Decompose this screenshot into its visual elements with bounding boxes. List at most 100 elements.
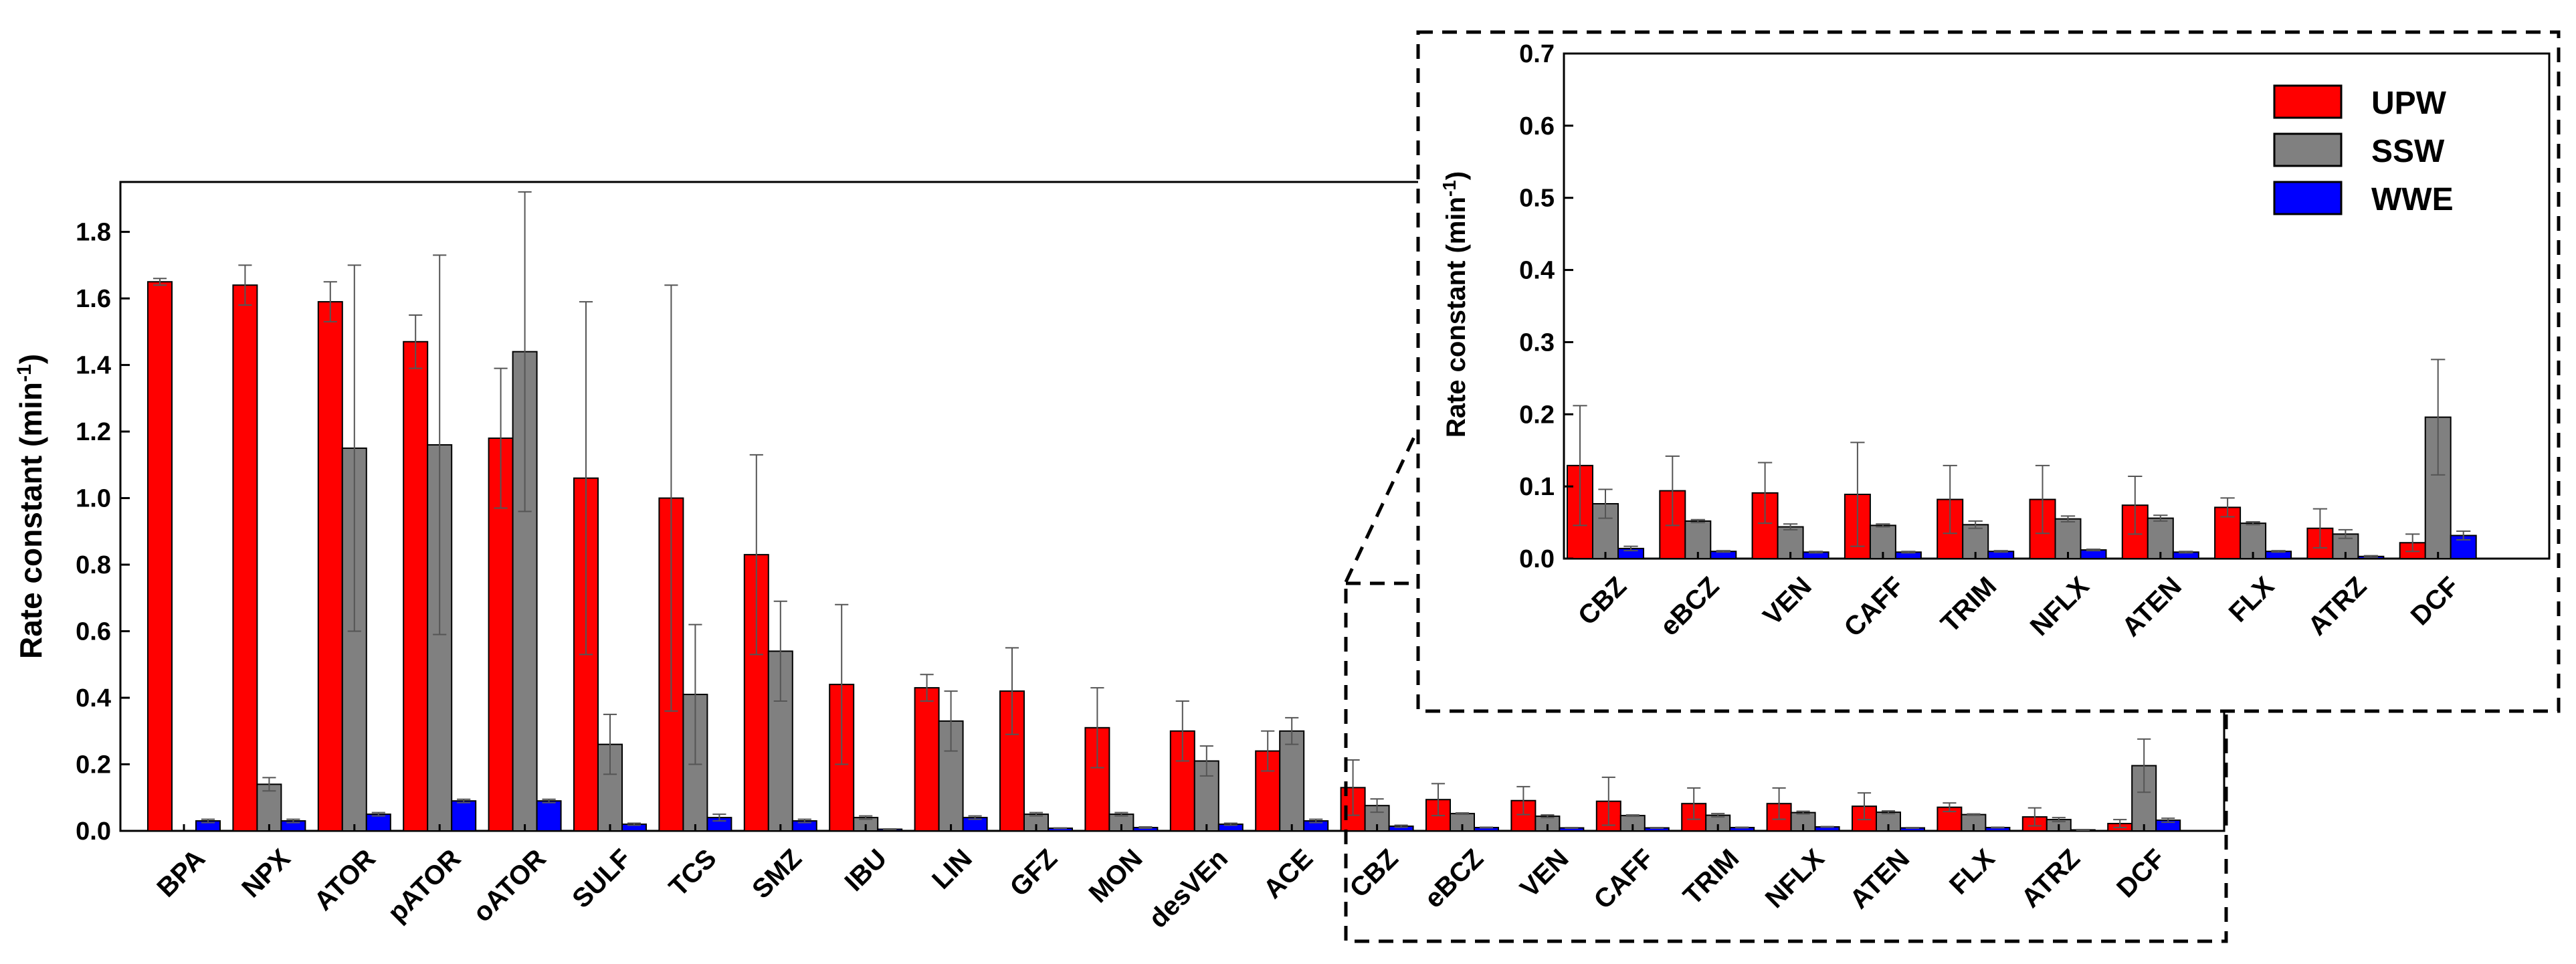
inset-panel <box>1416 30 2561 713</box>
inset-errorbar-ssw-flx <box>2246 520 2260 526</box>
inset-errorbar-upw-ven <box>1757 462 1773 524</box>
main-bar-wwe-oator <box>536 800 562 832</box>
main-errorbar-wwe-pator <box>457 798 471 803</box>
main-xtick-label-caff: CAFF <box>1588 844 1660 915</box>
legend: UPW SSW WWE <box>2273 84 2454 217</box>
main-ytick-label: 0.2 <box>76 751 111 779</box>
main-ytick-label: 0.4 <box>76 684 111 712</box>
inset-errorbar-wwe-ven <box>1808 551 1823 554</box>
inset-errorbar-upw-flx <box>2220 497 2235 518</box>
main-errorbar-upw-mon <box>1090 687 1104 769</box>
main-errorbar-upw-desven <box>1175 700 1189 762</box>
main-errorbar-ssw-flx <box>1967 813 1981 816</box>
main-errorbar-wwe-ator <box>371 811 385 817</box>
main-errorbar-wwe-desven <box>1223 822 1237 826</box>
main-errorbar-ssw-ven <box>1541 814 1555 819</box>
main-xtick-label-npx: NPX <box>236 844 296 903</box>
main-errorbar-ssw-ibu <box>859 815 873 820</box>
main-errorbar-ssw-oator <box>518 191 532 512</box>
main-xtick-label-aten: ATEN <box>1844 844 1915 914</box>
inset-errorbar-ssw-nflx <box>2060 515 2076 522</box>
main-ytick-label: 0.8 <box>76 551 111 579</box>
main-x-axis: BPA NPX ATOR pATOR oATOR SULF TCS SMZ IBU LIN GFZ M… <box>151 824 2171 934</box>
legend-item-upw: UPW <box>2273 84 2447 121</box>
inset-errorbar-upw-atrz <box>2312 508 2328 549</box>
main-errorbar-ssw-desven <box>1199 745 1213 777</box>
main-errorbar-upw-oator <box>494 367 508 509</box>
main-xtick-label-dcf: DCF <box>2111 844 2171 903</box>
inset-errorbar-wwe-nflx <box>2086 548 2101 552</box>
inset-errorbar-upw-cbz <box>1573 405 1587 526</box>
main-errorbar-ssw-sulf <box>603 713 617 775</box>
inset-errorbar-wwe-ebcz <box>1716 550 1730 553</box>
main-xtick-label-bpa: BPA <box>151 844 211 903</box>
main-errorbar-ssw-ebcz <box>1455 812 1470 815</box>
inset-y-axis-label: Rate constant (min-1) <box>1439 171 1471 438</box>
main-errorbar-ssw-trim <box>1711 813 1725 818</box>
main-xtick-label-atrz: ATRZ <box>2016 844 2086 913</box>
inset-errorbar-ssw-ebcz <box>1690 518 1705 524</box>
main-errorbar-wwe-gfz <box>1053 827 1068 830</box>
main-bar-wwe-ator <box>365 813 391 832</box>
inset-errorbar-upw-dcf <box>2405 533 2420 553</box>
legend-swatch-ssw <box>2273 132 2343 167</box>
inset-errorbar-ssw-cbz <box>1598 488 1613 519</box>
inset-bars <box>1567 359 2477 560</box>
main-errorbar-upw-trim <box>1687 787 1701 820</box>
legend-label-upw: UPW <box>2371 86 2447 121</box>
main-errorbar-ssw-pator <box>433 254 447 636</box>
inset-errorbar-ssw-ven <box>1783 523 1798 531</box>
inset-errorbar-ssw-trim <box>1968 520 1983 529</box>
main-bar-upw-lin <box>914 687 940 832</box>
inset-errorbar-ssw-atrz <box>2338 528 2353 539</box>
main-xtick-label-gfz: GFZ <box>1004 844 1063 902</box>
main-errorbar-ssw-ace <box>1285 716 1299 745</box>
main-errorbar-upw-tcs <box>664 284 678 712</box>
main-xtick-label-nflx: NFLX <box>1760 844 1830 914</box>
main-errorbar-upw-nflx <box>1772 787 1786 820</box>
legend-swatch-upw <box>2273 84 2343 119</box>
main-errorbar-upw-caff <box>1601 776 1615 826</box>
main-errorbar-ssw-smz <box>773 600 787 702</box>
inset-ytick-label: 0.3 <box>1519 328 1555 357</box>
main-errorbar-upw-npx <box>238 264 252 306</box>
inset-y-axis: 0.0 0.1 0.2 0.3 0.4 0.5 0.6 0.7 <box>1519 40 1573 573</box>
main-errorbar-upw-ibu <box>835 603 849 765</box>
main-bar-upw-mon <box>1084 727 1110 832</box>
inset-errorbar-wwe-aten <box>2179 551 2193 554</box>
inset-ytick-label: 0.7 <box>1519 40 1555 68</box>
main-ytick-label: 0.0 <box>76 817 111 846</box>
main-ytick-label: 1.4 <box>76 352 111 380</box>
legend-swatch-wwe <box>2273 181 2343 215</box>
main-bar-wwe-pator <box>451 800 477 832</box>
main-errorbar-ssw-mon <box>1114 811 1128 817</box>
inset-errorbar-upw-aten <box>2128 476 2143 535</box>
main-errorbar-upw-ven <box>1516 785 1530 815</box>
main-errorbar-upw-gfz <box>1005 647 1019 735</box>
main-y-axis: 0.0 0.2 0.4 0.6 0.8 1.0 1.2 1.4 1.6 1.8 <box>76 219 130 846</box>
inset-chart: 0.00.10.20.30.40.50.60.7 CBZ eBCZ VEN CAFF T… <box>1416 30 2561 713</box>
main-errorbar-upw-lin <box>920 674 934 702</box>
inset-errorbar-upw-nflx <box>2035 464 2050 535</box>
legend-item-ssw: SSW <box>2273 132 2445 169</box>
main-xtick-label-ven: VEN <box>1514 844 1574 903</box>
main-xtick-label-sulf: SULF <box>567 844 637 914</box>
main-ytick-label: 1.0 <box>76 485 111 513</box>
main-errorbar-ssw-aten <box>1881 810 1896 815</box>
main-errorbar-upw-flx <box>1943 802 1957 813</box>
main-xtick-label-ator: ATOR <box>308 844 381 917</box>
main-bar-upw-pator <box>403 341 429 832</box>
inset-errorbar-upw-trim <box>1943 464 1957 535</box>
inset-ytick-label: 0.4 <box>1519 257 1555 285</box>
main-errorbar-ssw-atrz <box>2052 817 2066 823</box>
main-errorbar-upw-ator <box>323 281 337 322</box>
main-bar-ssw-sulf <box>597 743 623 832</box>
legend-item-wwe: WWE <box>2273 181 2454 217</box>
main-errorbar-wwe-mon <box>1138 826 1153 830</box>
main-errorbar-ssw-lin <box>944 690 958 752</box>
inset-ytick-label: 0.6 <box>1519 112 1555 140</box>
main-errorbar-wwe-lin <box>968 815 982 820</box>
inset-errorbar-ssw-caff <box>1876 523 1890 528</box>
inset-errorbar-wwe-caff <box>1901 551 1916 554</box>
main-errorbar-ssw-gfz <box>1029 811 1044 817</box>
